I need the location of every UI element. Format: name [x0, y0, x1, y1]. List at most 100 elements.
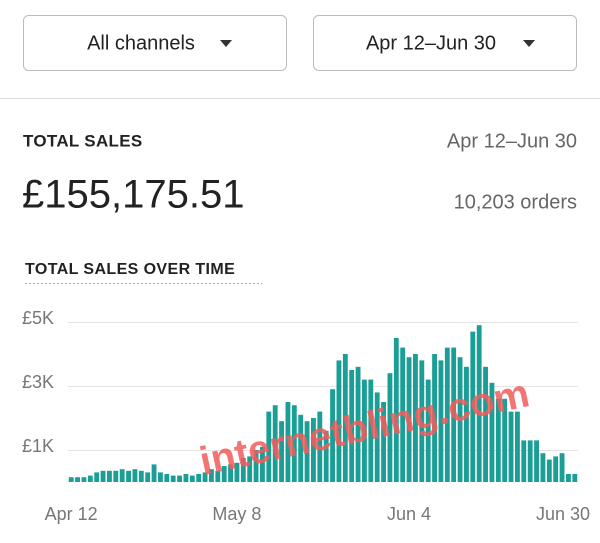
bar — [515, 411, 520, 482]
bar — [464, 366, 469, 482]
bar — [381, 402, 386, 482]
bar — [483, 366, 488, 482]
bar — [559, 453, 565, 482]
bar — [138, 470, 144, 482]
plot: £1K £3K £5K Apr 12 May 8 Jun 4 Jun 30 — [22, 308, 590, 524]
bar — [540, 453, 546, 482]
total-sales: £155,175.51 — [22, 173, 244, 217]
dropdown-box[interactable] — [23, 15, 287, 71]
bar — [234, 462, 240, 482]
bar — [240, 458, 246, 482]
bar — [349, 370, 355, 482]
bar — [170, 475, 176, 482]
date-dropdown[interactable]: Apr 12–Jun 30 — [313, 15, 577, 71]
bar — [215, 470, 221, 482]
bar — [285, 402, 291, 482]
bar — [444, 347, 450, 482]
bar — [107, 470, 112, 482]
bar — [253, 450, 259, 482]
bar — [113, 470, 119, 482]
bar — [362, 379, 367, 482]
bar — [342, 354, 348, 482]
bar — [419, 360, 425, 482]
bar — [126, 470, 131, 482]
bar — [311, 418, 316, 482]
summary-label: TOTAL SALES — [23, 131, 142, 150]
bar — [94, 472, 100, 482]
bar — [508, 411, 514, 482]
channel-dropdown[interactable]: All channels — [23, 15, 287, 71]
x-tick-label: May 8 — [212, 504, 261, 524]
bar — [183, 474, 189, 482]
dropdown-label[interactable]: Apr 12–Jun 30 — [366, 32, 496, 54]
bar — [336, 360, 342, 482]
bar — [495, 398, 501, 482]
bar — [151, 464, 157, 482]
bar — [406, 357, 412, 482]
bar — [323, 430, 329, 482]
bar — [189, 475, 195, 482]
bar — [546, 459, 552, 482]
bar — [387, 373, 393, 482]
x-tick-label: Apr 12 — [45, 504, 98, 524]
x-tick-label: Jun 30 — [536, 504, 590, 524]
bar — [221, 466, 227, 482]
bar — [451, 347, 457, 482]
bar — [317, 411, 323, 482]
bar — [374, 392, 380, 482]
bar — [476, 325, 482, 482]
bar — [400, 347, 406, 482]
bar — [209, 469, 214, 482]
bar — [272, 405, 278, 482]
bar — [177, 475, 182, 482]
bar — [553, 456, 559, 482]
bar — [81, 477, 87, 482]
bar — [502, 398, 508, 482]
bar — [158, 472, 163, 482]
bar — [572, 474, 578, 482]
bar — [266, 411, 272, 482]
dropdown-box[interactable] — [313, 15, 577, 71]
y-tick-label: £1K — [22, 436, 54, 456]
bar — [260, 446, 265, 482]
bar — [438, 360, 444, 482]
bar — [527, 440, 533, 482]
bar — [279, 421, 284, 482]
bar — [432, 354, 437, 482]
bar — [291, 405, 297, 482]
chart-title: TOTAL SALES OVER TIME — [25, 261, 235, 278]
summary-date: Apr 12–Jun 30 — [447, 130, 577, 152]
bar — [413, 354, 418, 482]
bar — [164, 474, 170, 482]
bar — [534, 440, 539, 482]
bar — [330, 389, 335, 482]
bar — [247, 456, 253, 482]
bar — [298, 414, 304, 482]
bar — [368, 379, 374, 482]
dropdown-arrow[interactable] — [523, 40, 535, 47]
order-count: 10,203 orders — [454, 191, 577, 213]
x-tick-label: Jun 4 — [387, 504, 431, 524]
bar — [393, 338, 399, 482]
bar — [87, 475, 93, 482]
bar — [425, 379, 431, 482]
bar — [100, 470, 106, 482]
bar — [489, 382, 495, 482]
bar — [132, 469, 138, 482]
dropdown-arrow[interactable] — [220, 40, 232, 47]
bar — [68, 477, 74, 482]
bar — [566, 474, 571, 482]
y-tick-label: £3K — [22, 372, 54, 392]
dropdown-label[interactable]: All channels — [87, 32, 195, 54]
bar — [521, 440, 527, 482]
bar — [228, 464, 233, 482]
bar — [196, 474, 202, 482]
bar — [75, 477, 80, 482]
y-tick-label: £5K — [22, 308, 54, 328]
bar — [470, 331, 476, 482]
bar — [145, 472, 151, 482]
bar — [119, 469, 125, 482]
bar — [355, 366, 361, 482]
bar — [202, 472, 208, 482]
